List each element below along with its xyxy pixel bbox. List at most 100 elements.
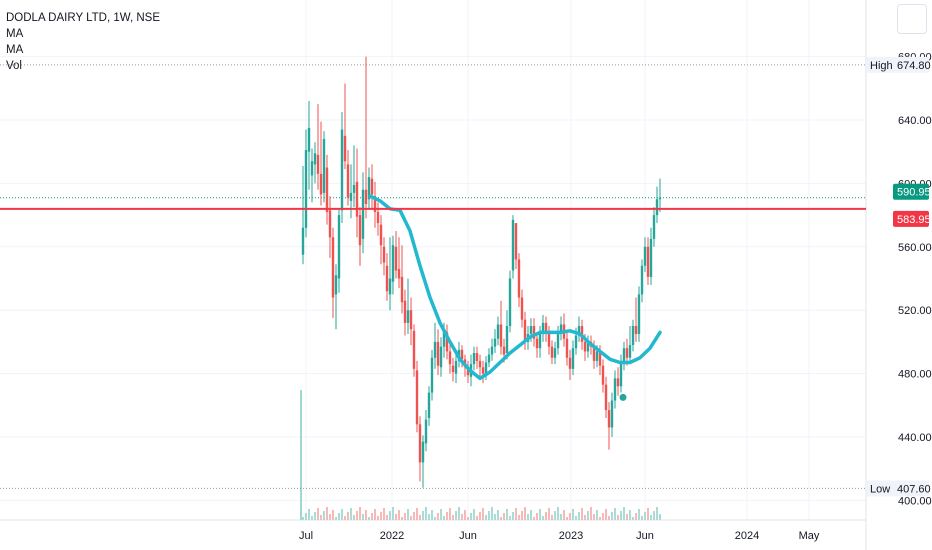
candle-body-6 xyxy=(319,173,323,195)
candle-body-37 xyxy=(412,330,416,369)
candle-body-77 xyxy=(532,326,536,339)
candlestick-series xyxy=(301,56,662,488)
volume-bar-72 xyxy=(518,515,520,520)
candle-body-7 xyxy=(322,139,326,193)
price-axis[interactable]: 400.00440.00480.00520.00560.00600.00640.… xyxy=(898,52,932,508)
candle-body-92 xyxy=(577,326,581,336)
volume-bar-119 xyxy=(659,514,661,520)
volume-bar-20 xyxy=(362,514,364,520)
candle-body-23 xyxy=(370,178,374,195)
line-price-tag-value: 583.95 xyxy=(897,214,931,226)
volume-bar-2 xyxy=(308,509,310,520)
candle-body-117 xyxy=(652,215,656,239)
volume-bar-32 xyxy=(398,510,400,520)
indicator-ma-2[interactable]: MA xyxy=(6,44,24,56)
volume-bar-101 xyxy=(605,509,607,520)
chart-settings-button[interactable] xyxy=(897,4,927,34)
candle-body-50 xyxy=(451,365,455,373)
grid-lines xyxy=(0,0,867,550)
candle-body-28 xyxy=(385,265,389,292)
volume-bar-7 xyxy=(323,511,325,520)
last-price-tag: 590.95 xyxy=(893,183,931,200)
low-tag-label-bg xyxy=(867,480,893,497)
candle-body-66 xyxy=(499,324,503,347)
volume-bar-91 xyxy=(575,516,577,520)
volume-bar-83 xyxy=(551,515,553,520)
volume-bar-53 xyxy=(461,514,463,520)
indicator-volume[interactable]: Vol xyxy=(6,60,22,72)
candle-body-65 xyxy=(496,324,500,339)
volume-bar-26 xyxy=(380,512,382,520)
volume-bar-54 xyxy=(464,510,466,520)
candle-body-90 xyxy=(571,348,575,369)
candle-body-39 xyxy=(418,424,422,463)
candle-body-19 xyxy=(358,215,362,246)
volume-bar-51 xyxy=(455,511,457,520)
volume-bar-55 xyxy=(467,517,469,520)
x-tick-label-3: 2023 xyxy=(559,530,583,542)
volume-bar-98 xyxy=(596,510,598,520)
x-tick-label-0: Jul xyxy=(299,530,313,542)
symbol-title[interactable]: DODLA DAIRY LTD, 1W, NSE xyxy=(6,12,161,24)
candle-body-35 xyxy=(406,310,410,323)
candle-body-106 xyxy=(619,364,623,387)
candle-body-43 xyxy=(430,357,434,393)
candle-body-86 xyxy=(559,324,563,334)
volume-bar-61 xyxy=(485,515,487,520)
candle-body-48 xyxy=(445,332,449,352)
volume-bar-47 xyxy=(443,516,445,520)
candle-body-71 xyxy=(514,223,518,260)
volume-bar-18 xyxy=(356,511,358,520)
volume-bar-106 xyxy=(620,511,622,520)
candle-body-46 xyxy=(439,346,443,368)
candle-body-42 xyxy=(427,392,431,418)
volume-bar-13 xyxy=(341,509,343,520)
indicator-ma-1[interactable]: MA xyxy=(6,28,24,40)
candle-body-111 xyxy=(634,326,638,334)
volume-bar-44 xyxy=(434,517,436,520)
candle-body-103 xyxy=(610,400,614,428)
candle-body-118 xyxy=(655,199,659,216)
last-price-tag-value: 590.95 xyxy=(897,187,931,199)
candle-body-51 xyxy=(454,360,458,374)
volume-bar-12 xyxy=(338,513,340,520)
volume-bar-48 xyxy=(446,512,448,520)
candle-body-72 xyxy=(517,259,521,298)
volume-bar-4 xyxy=(314,512,316,520)
candle-body-68 xyxy=(505,326,509,353)
candle-body-8 xyxy=(325,167,329,212)
volume-bar-15 xyxy=(347,512,349,520)
volume-bar-96 xyxy=(590,507,592,520)
candle-body-41 xyxy=(424,419,428,444)
volume-bar-21 xyxy=(365,510,367,520)
candle-body-108 xyxy=(625,348,629,358)
volume-bar-27 xyxy=(383,508,385,520)
low-tag: Low 407.60 xyxy=(867,480,931,497)
volume-bar-117 xyxy=(653,511,655,520)
candle-body-22 xyxy=(367,177,371,200)
y-tick-label-6: 560.00 xyxy=(898,242,932,254)
candle-body-69 xyxy=(508,278,512,327)
candle-body-49 xyxy=(448,351,452,365)
candle-body-112 xyxy=(637,294,641,334)
volume-bar-50 xyxy=(452,515,454,520)
volume-bar-spike xyxy=(300,390,302,520)
candle-body-101 xyxy=(604,384,608,411)
volume-bar-104 xyxy=(614,508,616,520)
volume-bar-31 xyxy=(395,514,397,520)
candle-body-5 xyxy=(316,154,320,174)
volume-bar-38 xyxy=(416,508,418,520)
volume-bar-85 xyxy=(557,507,559,520)
candle-body-109 xyxy=(628,345,632,358)
volume-bar-42 xyxy=(428,514,430,520)
volume-bar-103 xyxy=(611,512,613,520)
high-tag-value: 674.80 xyxy=(897,60,931,72)
volume-bar-114 xyxy=(644,512,646,520)
time-axis[interactable]: Jul 2022 Jun 2023 Jun 2024 May xyxy=(299,530,820,542)
volume-bars xyxy=(300,390,661,520)
volume-bar-110 xyxy=(632,517,634,520)
low-tag-value: 407.60 xyxy=(897,483,931,495)
volume-bar-25 xyxy=(377,516,379,520)
volume-bar-108 xyxy=(626,514,628,520)
